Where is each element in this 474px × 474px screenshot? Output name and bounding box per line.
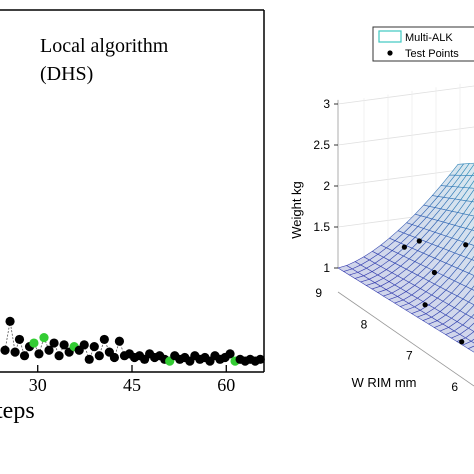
left-series (0, 316, 265, 366)
surface-cell (471, 226, 474, 231)
left-data-point (49, 338, 59, 348)
left-plot: Local algorithm (DHS) 30 45 60 teps (0, 9, 265, 424)
left-data-point (94, 351, 104, 361)
left-plot-title-line1: Local algorithm (40, 35, 169, 57)
left-data-point (255, 354, 265, 364)
left-data-point (84, 354, 94, 364)
z-gridline (337, 126, 474, 146)
left-data-point (10, 347, 20, 357)
z-axis-ticks: 1 1.5 2 2.5 3 (313, 97, 338, 275)
floor-edge (337, 291, 474, 387)
legend-label-test-points: Test Points (405, 48, 459, 60)
surface-cell (467, 345, 474, 353)
left-data-point (44, 345, 54, 355)
z-tick-label: 1.5 (313, 220, 330, 234)
left-plot-title-line2: (DHS) (40, 63, 93, 85)
left-data-point (5, 316, 15, 326)
z-tick-label: 2 (323, 179, 330, 193)
left-x-axis-label: teps (0, 398, 35, 424)
left-data-point (225, 349, 235, 359)
test-point (459, 339, 465, 345)
surface-cell (470, 338, 474, 344)
left-data-point (99, 334, 109, 345)
z-gridline (337, 85, 474, 105)
left-data-point (34, 349, 44, 359)
right-plot: 1 1.5 2 2.5 3 9 8 7 6 Weight kg W RIM mm Multi-… (289, 26, 474, 394)
legend: Multi-ALK Test Points (372, 26, 474, 62)
left-x-tick-label: 60 (217, 375, 235, 395)
left-data-point (29, 338, 39, 348)
w-axis-ticks: 9 8 7 6 (315, 286, 458, 394)
legend-point-marker (387, 50, 393, 56)
w-tick-label: 6 (451, 380, 458, 394)
left-x-tick-label: 45 (123, 375, 141, 395)
z-axis-label: Weight kg (289, 181, 304, 239)
legend-label-multi-alk: Multi-ALK (405, 32, 453, 44)
test-point (431, 269, 437, 276)
left-data-point (79, 340, 89, 350)
left-data-point (0, 345, 10, 355)
left-data-point (109, 352, 119, 363)
left-x-ticks: 30 45 60 (29, 365, 235, 395)
left-data-point (114, 336, 125, 346)
left-data-point (54, 351, 64, 361)
surface-cell (471, 255, 474, 261)
test-point (463, 242, 469, 248)
z-gridline (337, 167, 474, 187)
left-data-point (14, 334, 25, 345)
surface-cell (462, 340, 474, 350)
test-point (422, 302, 428, 308)
left-data-point (59, 340, 69, 350)
z-tick-label: 2.5 (313, 138, 330, 152)
left-data-point (19, 351, 30, 361)
test-point (401, 244, 407, 250)
left-data-point (39, 333, 49, 343)
legend-surface-swatch (378, 30, 402, 43)
w-tick-label: 7 (406, 349, 413, 363)
left-data-point (89, 342, 99, 352)
z-tick-label: 1 (323, 261, 330, 275)
w-tick-label: 8 (361, 317, 368, 331)
w-tick-label: 9 (315, 286, 322, 300)
surface-mesh (337, 162, 474, 353)
left-x-tick-label: 30 (29, 375, 47, 395)
w-axis-label: W RIM mm (352, 375, 417, 390)
z-tick-label: 3 (323, 97, 330, 111)
test-point (416, 238, 422, 244)
surface-cell (470, 313, 474, 320)
test-points (401, 238, 469, 345)
